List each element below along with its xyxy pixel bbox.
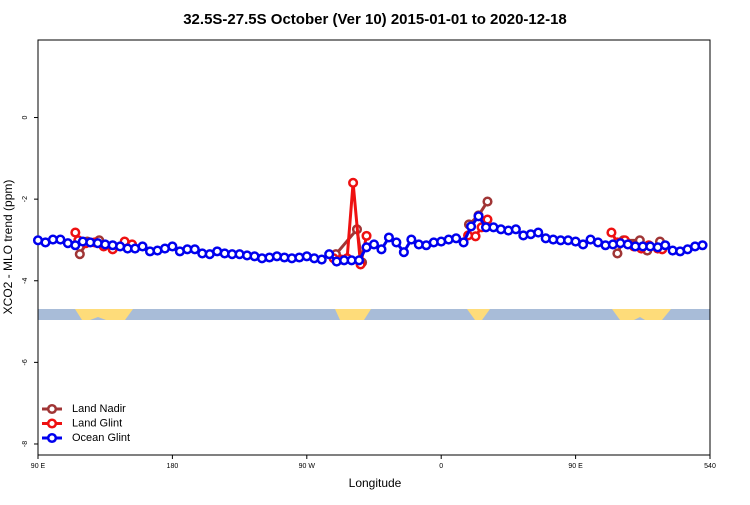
x-tick-label: 90 E [31,463,46,470]
series [70,177,668,270]
data-point [406,234,417,245]
legend-marker [46,403,58,415]
x-axis-label: Longitude [349,476,402,490]
chart-title: 32.5S-27.5S October (Ver 10) 2015-01-01 … [183,11,567,28]
data-point [470,231,481,242]
data-point [606,227,617,238]
land-strip [75,309,133,320]
x-tick-label: 180 [167,463,179,470]
plot-frame [37,39,711,456]
data-point [697,240,708,251]
land-strip [335,309,371,320]
land-ocean-strip [38,309,710,320]
data-point [612,248,623,259]
data-point [510,224,521,235]
data-point [189,244,200,255]
data-point [466,221,477,232]
series [32,211,708,267]
data-point [398,247,409,258]
data-point [376,244,387,255]
legend-marker [46,418,58,429]
data-point [533,227,544,238]
y-tick-label: 0 [22,115,29,119]
y-tick-label: -6 [22,359,29,365]
land-strip [612,309,671,320]
series [74,196,666,268]
y-tick-label: -4 [22,278,29,284]
data-point [458,237,469,248]
data-point [660,240,671,251]
x-tick-label: 90 W [299,463,316,470]
x-tick-label: 0 [439,463,443,470]
legend-label: Land Nadir [72,403,126,415]
legend-label: Land Glint [72,417,122,429]
data-point [167,241,178,252]
data-point [316,254,327,265]
data-point [70,240,81,251]
ocean-strip [38,309,710,320]
data-point [55,234,66,245]
data-point [383,232,394,243]
data-point [578,239,589,250]
data-point [137,241,148,252]
data-point [368,239,380,250]
data-point [473,211,484,222]
y-tick-label: -2 [22,196,29,202]
y-tick-label: -8 [22,441,29,447]
data-point [354,255,365,266]
x-tick-label: 90 E [568,463,583,470]
data-point [348,177,359,188]
data-point [482,196,493,207]
data-point [361,230,372,241]
data-point [451,233,462,244]
legend-marker [46,432,58,444]
data-point [391,237,402,248]
y-axis-label: XCO2 - MLO trend (ppm) [1,180,15,315]
data-point [74,249,85,260]
legend-label: Ocean Glint [72,432,130,444]
data-point [324,249,335,260]
data-point [482,214,493,225]
x-tick-label: 540 [704,463,716,470]
land-strip [467,309,490,320]
data-point [70,227,81,238]
